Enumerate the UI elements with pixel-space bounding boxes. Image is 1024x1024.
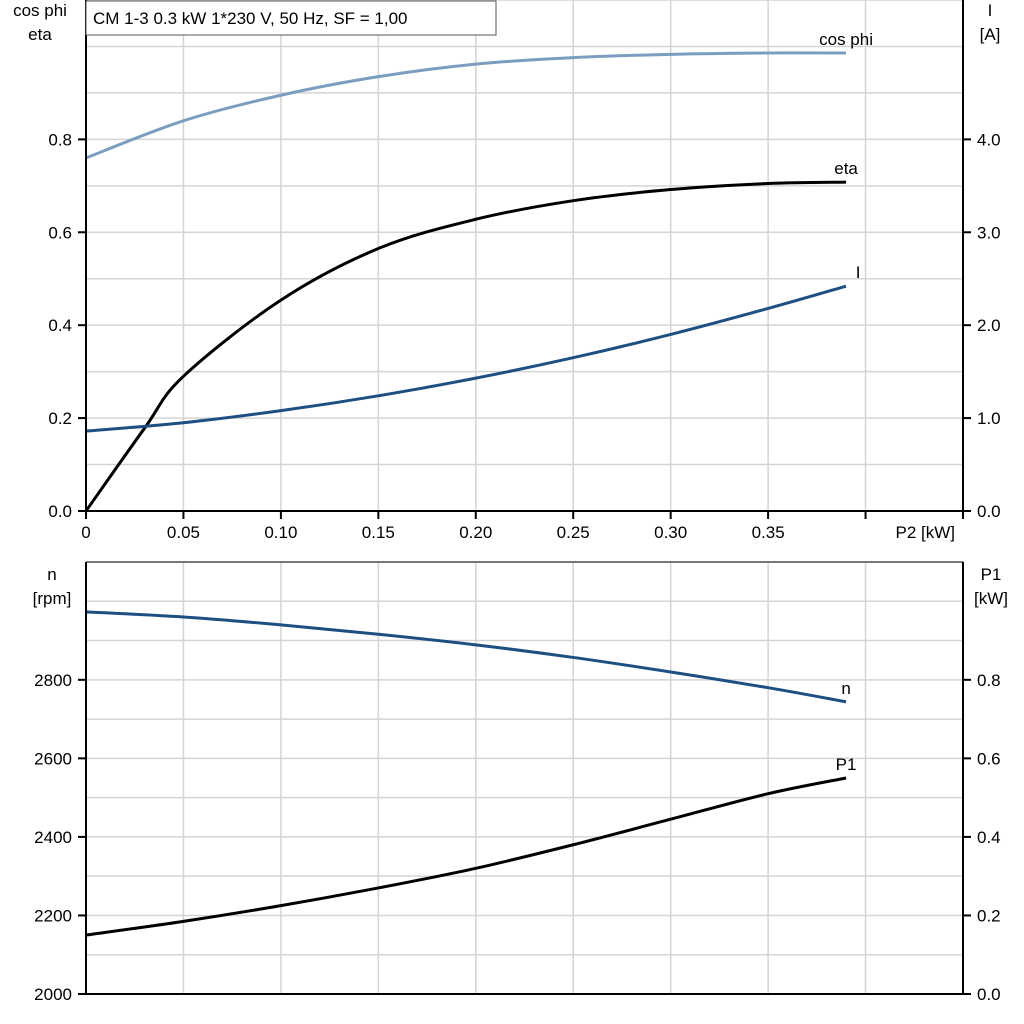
left-tick-label: 0.4 [48, 316, 72, 335]
right-tick-label: 4.0 [977, 130, 1001, 149]
right-tick-label: 0.4 [977, 828, 1001, 847]
top-left-axis-label-2: eta [28, 25, 52, 44]
bottom-left-axis-label-1: n [47, 565, 56, 584]
left-tick-label: 2200 [34, 906, 72, 925]
bottom-right-axis-label-2: [kW] [974, 589, 1008, 608]
right-tick-label: 0.0 [977, 502, 1001, 521]
x-tick-label: 0.30 [654, 523, 687, 542]
right-tick-label: 0.2 [977, 906, 1001, 925]
left-tick-label: 2400 [34, 828, 72, 847]
left-tick-label: 2600 [34, 749, 72, 768]
right-tick-label: 0.8 [977, 671, 1001, 690]
right-tick-label: 2.0 [977, 316, 1001, 335]
x-tick-label: 0.25 [557, 523, 590, 542]
series-label-cos-phi: cos phi [819, 30, 873, 49]
chart-title: CM 1-3 0.3 kW 1*230 V, 50 Hz, SF = 1,00 [93, 9, 408, 28]
bottom-right-axis-label-1: P1 [981, 565, 1002, 584]
bottom-left-axis-label-2: [rpm] [33, 589, 72, 608]
left-tick-label: 0.8 [48, 130, 72, 149]
right-tick-label: 0.0 [977, 985, 1001, 1004]
left-tick-label: 0.6 [48, 223, 72, 242]
series-label-I: I [856, 263, 861, 282]
left-tick-label: 2000 [34, 985, 72, 1004]
top-left-axis-label-1: cos phi [13, 1, 67, 20]
series-label-P1: P1 [836, 755, 857, 774]
x-tick-label: 0.15 [362, 523, 395, 542]
x-tick-label: 0.10 [264, 523, 297, 542]
right-tick-label: 3.0 [977, 223, 1001, 242]
left-tick-label: 2800 [34, 671, 72, 690]
x-tick-label: 0.35 [752, 523, 785, 542]
right-tick-label: 0.6 [977, 749, 1001, 768]
top-right-axis-label-1: I [988, 1, 993, 20]
x-tick-label: 0.05 [167, 523, 200, 542]
x-tick-label: 0 [81, 523, 90, 542]
top-x-axis-label: P2 [kW] [895, 523, 955, 542]
series-label-n: n [841, 679, 850, 698]
right-tick-label: 1.0 [977, 409, 1001, 428]
series-P1-line [85, 776, 847, 937]
x-tick-label: 0.20 [459, 523, 492, 542]
left-tick-label: 0.0 [48, 502, 72, 521]
left-tick-label: 0.2 [48, 409, 72, 428]
top-right-axis-label-2: [A] [980, 25, 1001, 44]
series-n-line [85, 610, 847, 704]
series-I-line [85, 284, 847, 433]
chart-title-box: CM 1-3 0.3 kW 1*230 V, 50 Hz, SF = 1,00 [85, 0, 497, 36]
series-cos-phi-line [85, 51, 847, 160]
series-label-eta: eta [834, 159, 858, 178]
series-eta-line [84, 180, 847, 512]
